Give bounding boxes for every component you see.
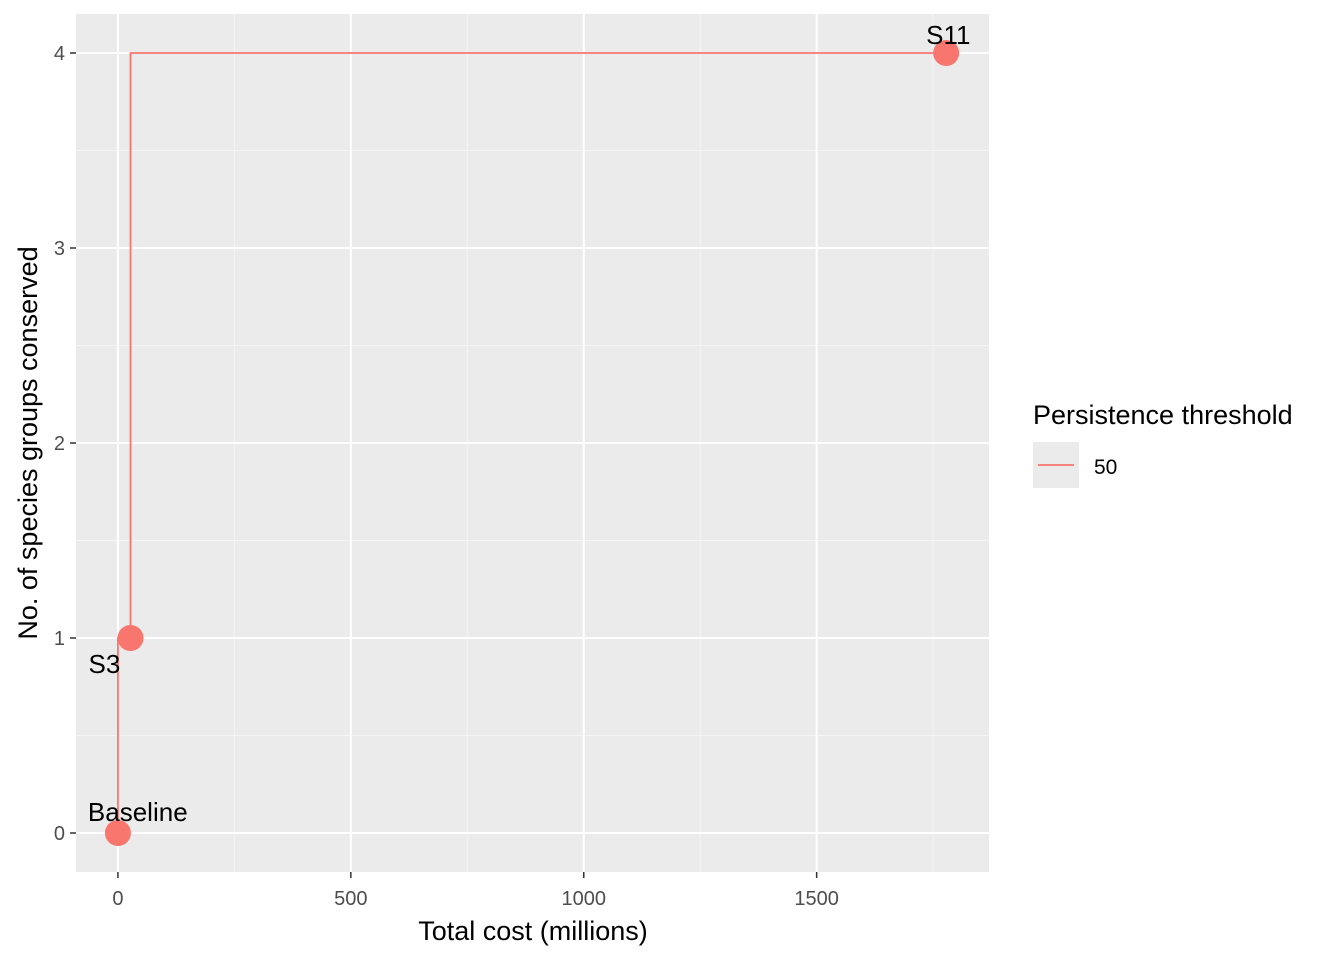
y-tick-label: 4 <box>54 43 65 65</box>
y-tick-label: 1 <box>54 628 65 650</box>
point-label-s11: S11 <box>926 20 970 50</box>
x-tick-label: 1000 <box>561 888 606 910</box>
y-axis-title: No. of species groups conserved <box>13 246 43 639</box>
y-axis: 0 1 2 3 4 <box>54 43 76 845</box>
x-axis-title: Total cost (millions) <box>418 916 648 946</box>
legend-entry-50: 50 <box>1094 456 1117 479</box>
y-tick-label: 2 <box>54 433 65 455</box>
legend-title: Persistence threshold <box>1033 400 1293 430</box>
x-tick-label: 500 <box>334 888 367 910</box>
x-tick-label: 1500 <box>794 888 839 910</box>
y-tick-label: 3 <box>54 238 65 260</box>
data-point-s11 <box>933 40 960 66</box>
x-axis: 0 500 1000 1500 <box>112 872 839 910</box>
legend: Persistence threshold 50 <box>1033 400 1293 488</box>
x-tick-label: 0 <box>112 888 123 910</box>
point-label-s3: S3 <box>89 649 121 679</box>
data-point-s3 <box>117 625 144 651</box>
point-labels: Baseline S3 S11 <box>88 20 971 827</box>
point-label-baseline: Baseline <box>88 797 188 827</box>
grid-major <box>76 14 989 872</box>
data-point-baseline <box>104 820 131 846</box>
points-layer <box>104 40 960 846</box>
y-tick-label: 0 <box>54 823 65 845</box>
